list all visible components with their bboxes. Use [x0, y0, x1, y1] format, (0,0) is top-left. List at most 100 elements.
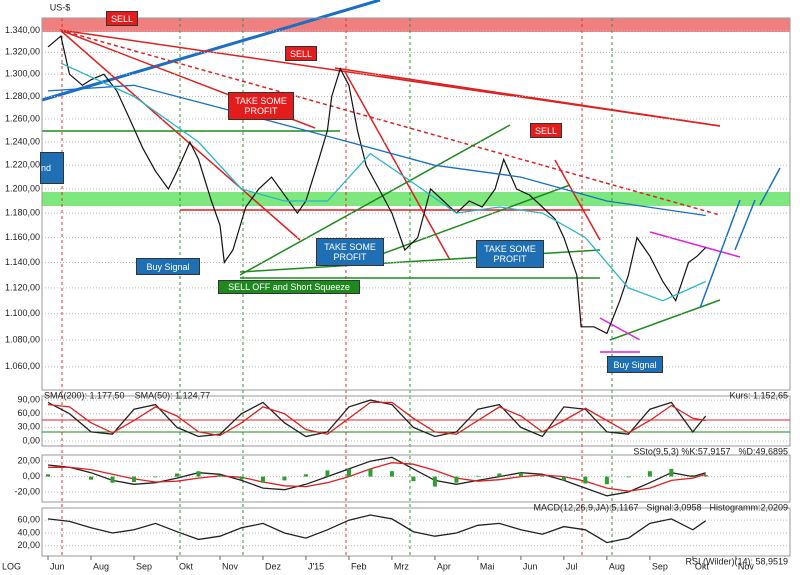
series-line	[47, 399, 707, 438]
series-line	[47, 456, 706, 497]
histogram-bar	[690, 475, 695, 477]
annotation: SELL OFF and Short Squeeze	[218, 280, 360, 294]
legend-label: RSI (Wilder)(14): 58,9519	[685, 556, 788, 566]
x-tick-label: Mai	[480, 561, 495, 571]
resistance-zone	[42, 18, 790, 32]
x-tick-label: Jun	[523, 561, 538, 571]
histogram-bar	[153, 476, 158, 478]
y-tick-label: 20,00	[17, 540, 40, 550]
x-tick-label: J'15	[308, 561, 324, 571]
trend-lines	[41, 0, 781, 353]
histogram-bar	[346, 468, 351, 477]
histogram-bar	[626, 476, 631, 478]
histogram-bar	[540, 475, 545, 477]
legend-label: SMA(200): 1.177,50	[44, 390, 125, 400]
x-tick-label: Sep	[136, 561, 152, 571]
series-line	[47, 84, 706, 217]
legend-label: SSto(9,5,3) %K:57,9157	[633, 446, 730, 456]
x-tick-label: Feb	[351, 561, 367, 571]
x-tick-label: Jun	[50, 561, 65, 571]
y-tick-label: 1.280,00	[5, 91, 40, 101]
histogram-bar	[432, 476, 437, 487]
histogram-bar	[174, 473, 179, 477]
legend-label: MACD(12,26,9,JA):5,1167	[534, 502, 639, 512]
x-tick-label: Jul	[566, 561, 578, 571]
y-tick-label: 1.080,00	[5, 334, 40, 344]
histogram-bar	[217, 475, 222, 477]
panel-frames	[41, 17, 791, 557]
annotation: Buy Signal	[607, 356, 663, 373]
series-line	[47, 401, 706, 437]
histogram-bar	[89, 476, 94, 480]
annotation: SELL	[530, 123, 562, 138]
histogram-bar	[561, 476, 566, 481]
series-line	[60, 62, 706, 302]
y-tick-label: 0,00	[22, 471, 40, 481]
x-tick-label: Nov	[222, 561, 239, 571]
x-tick-label: Aug	[93, 561, 109, 571]
x-tick-label: Nov	[738, 561, 755, 571]
annotation: TAKE SOME PROFIT	[316, 238, 384, 266]
histogram-bar	[475, 475, 480, 477]
y-tick-label: 1.240,00	[5, 136, 40, 146]
histogram-bar	[703, 475, 708, 477]
annotation: SELL	[285, 46, 317, 61]
series-line	[48, 462, 706, 492]
y-label: US-$	[50, 2, 71, 12]
x-tick-label: Aug	[609, 561, 625, 571]
legend-label: Kurs: 1.152,65	[729, 390, 788, 400]
y-tick-label: 20,00	[17, 456, 40, 466]
y-tick-label: 1.260,00	[5, 113, 40, 123]
histogram-bar	[497, 473, 502, 477]
y-tick-label: -20,00	[14, 486, 40, 496]
y-tick-label: 0,00	[22, 435, 40, 445]
log-label: LOG	[2, 561, 21, 571]
y-tick-label: 1.300,00	[5, 69, 40, 79]
legend-label: SMA(50): 1.124,77	[135, 390, 211, 400]
legend-label: %D:49,6895	[738, 446, 788, 456]
y-tick-label: 60,00	[17, 515, 40, 525]
histogram-bar	[647, 471, 652, 477]
x-tick-label: Apr	[437, 561, 451, 571]
y-tick-label: 1.340,00	[5, 25, 40, 35]
histogram-bar	[46, 474, 51, 477]
histogram-bar	[196, 471, 201, 477]
x-tick-label: Okt	[179, 561, 194, 571]
x-tick-label: Dez	[265, 561, 282, 571]
histogram-bar	[368, 468, 373, 477]
histogram-bar	[411, 476, 416, 482]
y-tick-label: 40,00	[17, 527, 40, 537]
y-tick-label: 1.220,00	[5, 160, 40, 170]
histogram-bar	[518, 472, 523, 477]
x-tick-label: Okt	[695, 561, 710, 571]
y-tick-label: 1.180,00	[5, 207, 40, 217]
histogram-bar	[454, 476, 459, 483]
y-tick-label: 1.320,00	[5, 47, 40, 57]
y-tick-label: 1.120,00	[5, 282, 40, 292]
y-tick-label: 1.140,00	[5, 257, 40, 267]
histogram-bar	[303, 474, 308, 477]
annotation: TAKE SOME PROFIT	[228, 92, 294, 120]
y-tick-label: 30,00	[17, 422, 40, 432]
series-line	[47, 35, 707, 335]
histogram-bar	[110, 476, 115, 483]
y-tick-label: 1.200,00	[5, 183, 40, 193]
y-tick-label: 1.060,00	[5, 361, 40, 371]
histogram-bar	[131, 476, 136, 482]
histogram-bar	[282, 476, 287, 481]
legend-label: Histogramm:2,0209	[709, 502, 788, 512]
y-tick-label: 90,00	[17, 394, 40, 404]
y-tick-label: 1.160,00	[5, 232, 40, 242]
histogram-bar	[583, 476, 588, 484]
y-tick-label: 60,00	[17, 408, 40, 418]
annotation: nd	[40, 152, 64, 184]
histogram-bar	[669, 468, 674, 477]
annotation: Buy Signal	[136, 258, 200, 275]
annotation: SELL	[106, 11, 138, 26]
annotation: TAKE SOME PROFIT	[476, 240, 544, 268]
x-tick-label: Mrz	[394, 561, 409, 571]
layout	[41, 0, 791, 557]
legend-label: Signal:3,0958	[646, 502, 701, 512]
